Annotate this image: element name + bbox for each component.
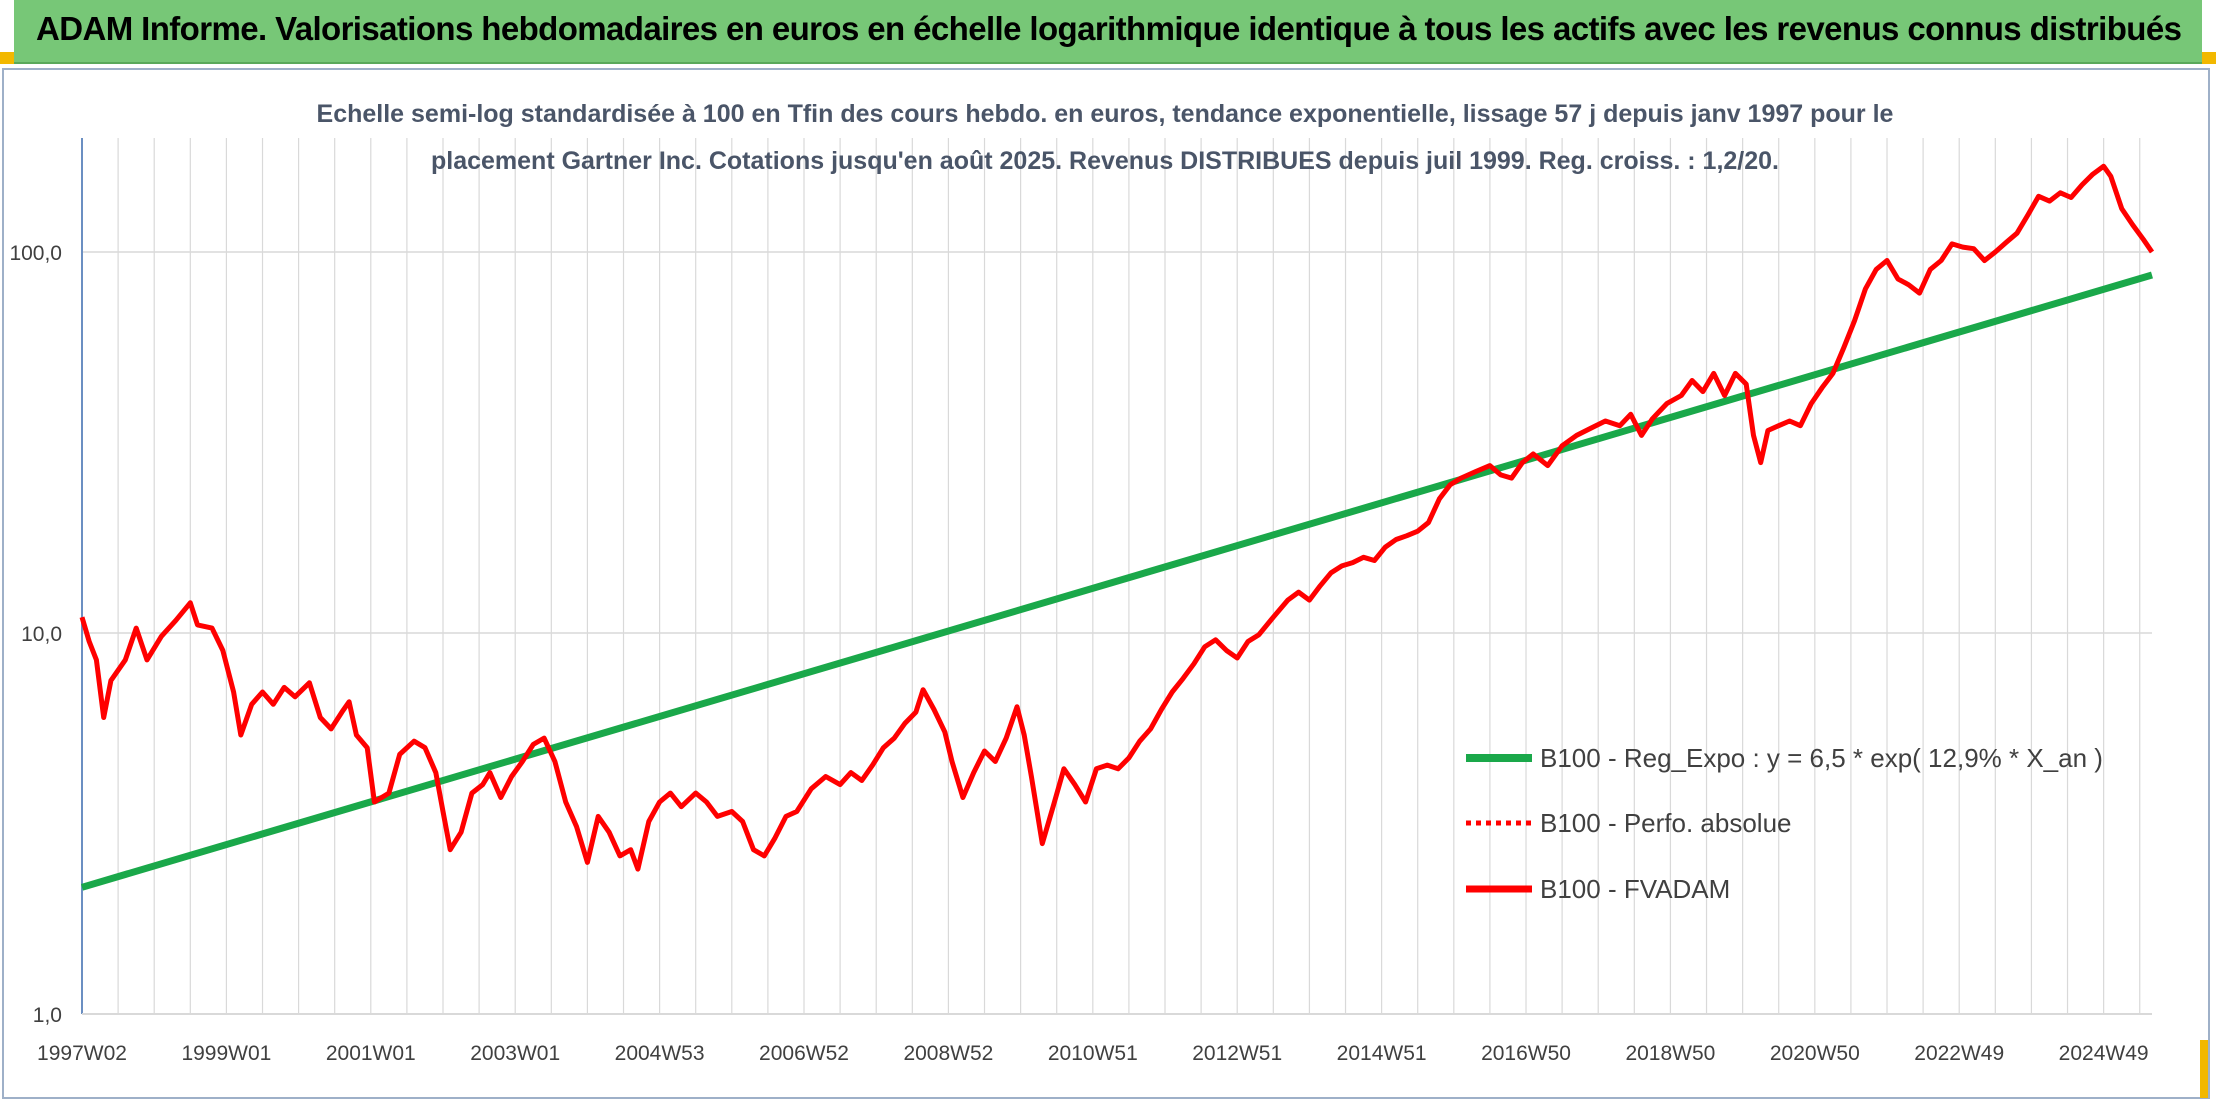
chart-frame xyxy=(2,68,2210,1099)
x-tick-label: 2010W51 xyxy=(1048,1042,1138,1065)
header-banner: ADAM Informe. Valorisations hebdomadaire… xyxy=(14,0,2202,64)
x-tick-label: 2016W50 xyxy=(1481,1042,1571,1065)
x-tick-label: 2020W50 xyxy=(1770,1042,1860,1065)
legend: B100 - Reg_Expo : y = 6,5 * exp( 12,9% *… xyxy=(1466,743,2103,904)
y-tick-label: 1,0 xyxy=(33,1004,62,1027)
chart-subtitle-line-1: Echelle semi-log standardisée à 100 en T… xyxy=(317,100,1894,128)
corner-accent-right xyxy=(2200,52,2216,64)
tick-labels: 1997W02 1999W01 2001W01 2003W01 2004W53 2006W… xyxy=(9,242,2148,1065)
legend-label-trend: B100 - Reg_Expo : y = 6,5 * exp( 12,9% *… xyxy=(1540,743,2103,773)
x-tick-label: 2006W52 xyxy=(759,1042,849,1065)
corner-accent-bottom-right xyxy=(2200,1040,2208,1098)
x-tick-label: 1999W01 xyxy=(181,1042,271,1065)
x-tick-label: 2018W50 xyxy=(1625,1042,1715,1065)
x-tick-label: 2008W52 xyxy=(903,1042,993,1065)
y-tick-label: 100,0 xyxy=(9,242,62,265)
chart-subtitle-line-2: placement Gartner Inc. Cotations jusqu'e… xyxy=(431,147,1779,175)
corner-accent-left xyxy=(0,52,16,64)
series-fvadam-line xyxy=(79,163,2155,872)
x-tick-label: 2022W49 xyxy=(1914,1042,2004,1065)
series xyxy=(79,163,2155,891)
x-tick-label: 2024W49 xyxy=(2059,1042,2149,1065)
series-reg-expo-line xyxy=(81,271,2153,891)
legend-label-fvadam: B100 - FVADAM xyxy=(1540,874,1730,904)
grid xyxy=(82,138,2152,1014)
x-tick-label: 2003W01 xyxy=(470,1042,560,1065)
page-title: ADAM Informe. Valorisations hebdomadaire… xyxy=(36,10,2182,47)
x-tick-label: 2001W01 xyxy=(326,1042,416,1065)
x-tick-label: 2014W51 xyxy=(1337,1042,1427,1065)
y-tick-label: 10,0 xyxy=(21,623,62,646)
legend-label-perfo: B100 - Perfo. absolue xyxy=(1540,808,1792,838)
x-tick-label: 2012W51 xyxy=(1192,1042,1282,1065)
x-tick-label: 2004W53 xyxy=(615,1042,705,1065)
x-tick-label: 1997W02 xyxy=(37,1042,127,1065)
